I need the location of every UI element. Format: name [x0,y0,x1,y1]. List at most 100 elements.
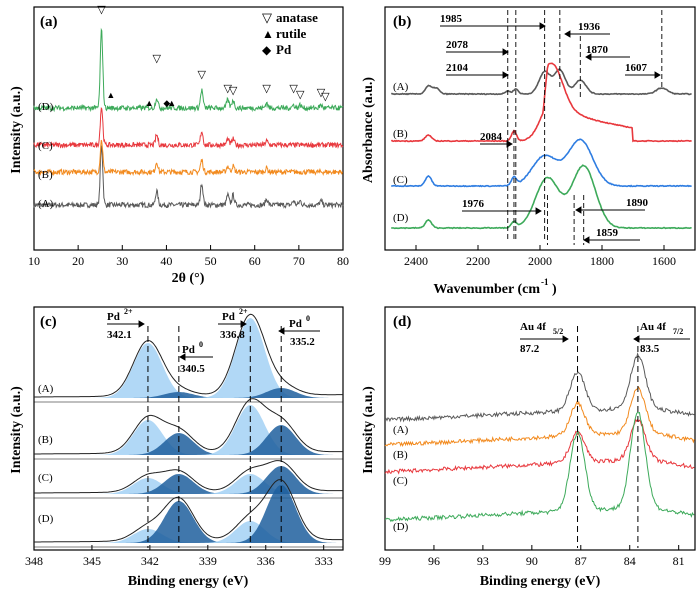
panel-d-x-ticks: 99 96 93 90 87 84 81 [379,545,685,568]
annot-1976: 1976 [462,198,485,210]
peak-label-pd2-342-value: 342.1 [107,329,132,341]
panel-b-frame [384,6,696,251]
legend-rutile-symbol: ▲ [262,27,274,41]
panel-b-reference-lines [507,10,663,245]
panel-a-curves [33,27,344,210]
anatase-marker: ▽ [289,83,298,95]
xrd-curve-(D) [33,27,344,113]
peak-label-au-52-sub: 5/2 [553,327,563,336]
xps-pd-component-(A)-336.8 [34,318,343,398]
panel-b-xlabel: Wavenumber (cm [433,282,540,297]
c-tick-label-342: 342 [141,554,159,568]
anatase-marker: ▽ [296,89,305,101]
series-label-a-D: (D) [38,101,54,113]
peak-label-pd2-336-value: 336.8 [220,329,245,341]
annot-1936: 1936 [578,21,601,33]
annot-2084: 2084 [480,131,503,143]
a-tick-label-80: 80 [337,254,349,268]
panel-b-series-labels: (A) (B) (C) (D) [393,81,409,224]
panel-a-series-labels: (D) (C) (B) (A) [38,101,54,210]
panel-c-xlabel: Binding energy (eV) [128,574,249,589]
panel-c-x-ticks: 348 345 342 339 336 333 [25,545,333,568]
series-label-b-D: (D) [393,212,409,224]
peak-label-pd2-336-sup: 2+ [239,307,248,316]
annot-2078: 2078 [446,39,469,51]
xps-pd-envelope-(B) [34,398,343,455]
peak-label-au-72-name: Au 4f [640,321,666,333]
series-label-b-B: (B) [393,128,408,140]
panel-d-frame [384,306,696,551]
d-tick-label-84: 84 [624,554,636,568]
a-tick-label-70: 70 [293,254,305,268]
panel-b-xlabel-sup: -1 [541,277,549,287]
peak-label-au-52-value: 87.2 [520,343,540,355]
xrd-curve-(B) [33,139,343,177]
xps-pd-envelope-(D) [34,479,343,543]
xps-pd-component-(A)-335.2 [34,388,343,398]
drifts-curve-(A) [391,68,692,96]
c-tick-label-336: 336 [257,554,275,568]
peak-label-au-72-sub: 7/2 [673,327,683,336]
panel-d-ylabel: Intensity (a.u.) [361,386,376,474]
series-label-b-A: (A) [393,81,409,93]
panel-d-reference-lines [577,326,639,548]
legend-rutile-label: rutile [276,26,307,41]
xps-pd-component-(C)-335.2 [34,466,343,494]
panel-c-arrows [107,320,320,361]
drifts-curve-(D) [391,164,692,230]
rutile-marker: ▲ [145,98,154,108]
drifts-curve-(C) [391,138,692,188]
rutile-marker: ▲ [106,90,115,100]
panel-b-ylabel: Absorbance (a.u.) [361,77,376,184]
a-tick-label-20: 20 [72,254,84,268]
series-label-c-B: (B) [38,434,53,446]
peak-label-pd0-335-value: 335.2 [290,336,315,348]
annot-1859: 1859 [596,227,619,239]
xps-pd-component-(A)-340.5 [34,392,343,398]
d-tick-label-81: 81 [673,554,685,568]
d-tick-label-90: 90 [526,554,538,568]
panel-d-series-labels: (A) (B) (C) (D) [393,424,409,533]
peak-label-pd0-340-name: Pd [182,344,195,356]
panel-c-peak-labels: Pd 2+ 342.1 Pd 0 340.5 Pd 2+ 336.8 Pd 0 … [107,307,315,375]
annot-1985: 1985 [440,13,463,25]
peak-label-pd2-336-name: Pd [222,311,235,323]
panel-b-x-ticks: 2400 2200 2000 1800 1600 [404,245,676,268]
b-tick-label-2400: 2400 [404,254,428,268]
series-label-d-A: (A) [393,424,409,436]
peak-label-pd0-340-sup: 0 [199,340,203,349]
series-label-a-B: (B) [38,169,53,181]
annot-1870: 1870 [586,44,609,56]
peak-label-au-52-name: Au 4f [520,321,546,333]
peak-label-pd2-342-name: Pd [107,311,120,323]
panel-c-reference-lines [147,326,282,548]
c-tick-label-333: 333 [315,554,333,568]
xps-au-curve-(C) [384,418,695,475]
xps-pd-component-(D)-335.2 [34,485,343,543]
panel-d-arrows [520,335,690,343]
b-tick-label-2200: 2200 [466,254,490,268]
panel-b-annotations: 1985 2078 2104 1936 1870 1607 2084 1976 … [440,13,649,239]
panel-a-label: (a) [40,14,58,30]
panel-a-legend: ▽ anatase ▲ rutile ◆ Pd [262,10,318,57]
anatase-marker: ▽ [152,53,161,65]
panel-c-curves [34,313,343,548]
anatase-marker: ▽ [317,87,326,99]
series-label-d-C: (C) [393,475,408,487]
series-label-c-D: (D) [38,513,54,525]
panel-a-x-ticks: 10 20 30 40 50 60 70 80 [28,245,349,268]
a-tick-label-30: 30 [116,254,128,268]
a-tick-label-10: 10 [28,254,40,268]
panel-b: (b) 2400 2200 2000 1800 1600 (A) (B) (C) (D)… [361,6,696,297]
panel-b-curves [391,62,692,230]
xps-pd-envelope-(A) [34,313,343,398]
panel-a-ylabel: Intensity (a.u.) [9,86,24,174]
series-label-c-A: (A) [38,383,54,395]
xps-pd-component-(D)-340.5 [34,501,343,543]
xps-pd-component-(C)-340.5 [34,474,343,494]
series-label-a-A: (A) [38,198,54,210]
xps-pd-component-(B)-335.2 [34,425,343,455]
panel-c-label: (c) [40,314,57,330]
panel-d: (d) 99 96 93 90 87 84 81 (A) (B) (C) (D) Au 4f… [361,306,696,589]
legend-anatase-label: anatase [276,10,318,25]
